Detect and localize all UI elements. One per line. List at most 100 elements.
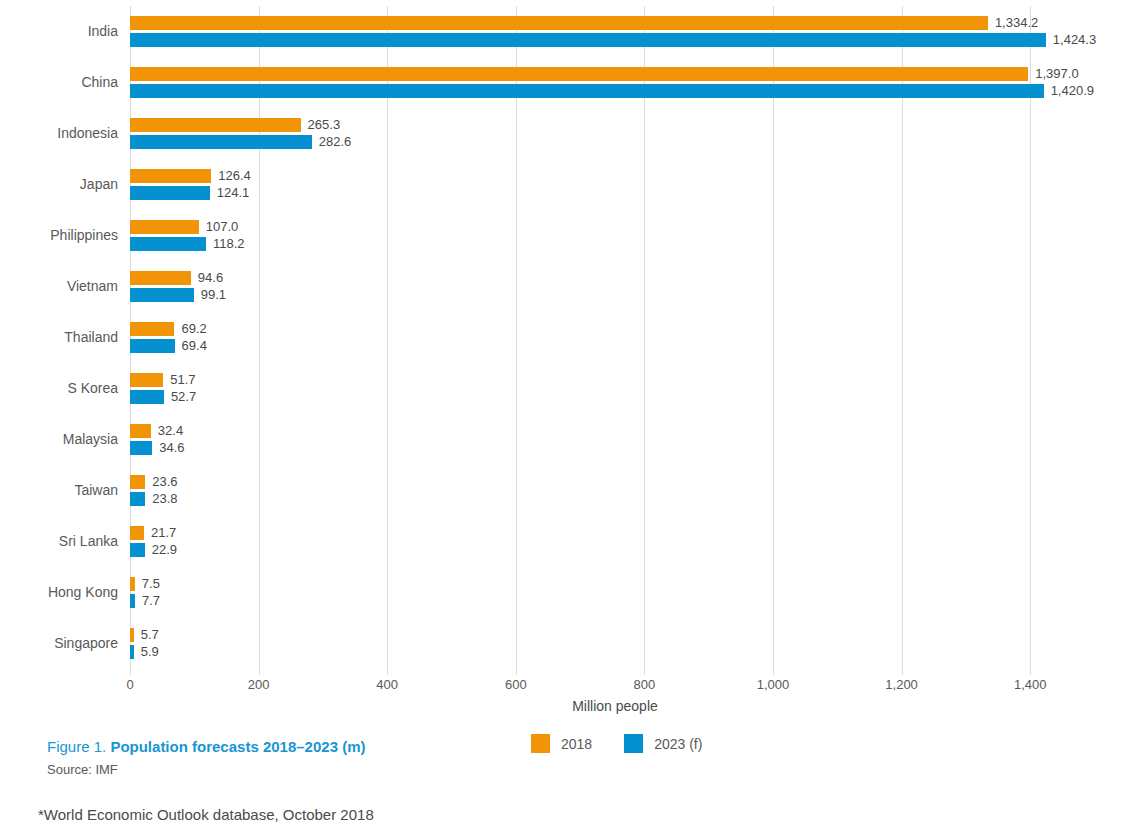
bar-value-label: 1,334.2 — [995, 16, 1038, 30]
bar-2023f — [130, 390, 164, 404]
bar-2023f — [130, 288, 194, 302]
bar-value-label: 124.1 — [217, 186, 250, 200]
bar-2023f — [130, 84, 1044, 98]
chart-row: S Korea51.752.7 — [130, 363, 1139, 414]
bar-2023f — [130, 543, 145, 557]
category-label: Philippines — [0, 227, 118, 243]
bar-value-label: 1,424.3 — [1053, 33, 1096, 47]
source-text: Source: IMF — [47, 762, 118, 777]
bar-2023f — [130, 186, 210, 200]
bar-2018 — [130, 526, 144, 540]
chart-row: China1,397.01,420.9 — [130, 57, 1139, 108]
chart-row: Vietnam94.699.1 — [130, 261, 1139, 312]
bar-value-label: 22.9 — [152, 543, 177, 557]
bar-value-label: 69.2 — [181, 322, 206, 336]
tick-label: 0 — [126, 677, 133, 692]
bar-2018 — [130, 118, 301, 132]
bar-value-label: 5.9 — [141, 645, 159, 659]
bar-2023f — [130, 645, 134, 659]
figure-caption: Figure 1. Population forecasts 2018–2023… — [47, 738, 365, 755]
legend-label-2018: 2018 — [561, 736, 592, 752]
bar-2018 — [130, 628, 134, 642]
bar-2023f — [130, 135, 312, 149]
bar-value-label: 99.1 — [201, 288, 226, 302]
bar-value-label: 118.2 — [213, 237, 245, 251]
chart-row: Malaysia32.434.6 — [130, 414, 1139, 465]
bar-2018 — [130, 577, 135, 591]
bar-value-label: 1,420.9 — [1051, 84, 1094, 98]
chart-row: Sri Lanka21.722.9 — [130, 516, 1139, 567]
legend-item-2023: 2023 (f) — [624, 734, 702, 753]
bar-2018 — [130, 322, 174, 336]
bar-2018 — [130, 220, 199, 234]
bar-2023f — [130, 237, 206, 251]
bar-value-label: 7.5 — [142, 577, 160, 591]
legend-swatch-2018 — [531, 734, 550, 753]
category-label: S Korea — [0, 380, 118, 396]
bar-value-label: 69.4 — [182, 339, 207, 353]
tick-label: 800 — [634, 677, 656, 692]
bar-value-label: 21.7 — [151, 526, 176, 540]
category-label: China — [0, 74, 118, 90]
bar-value-label: 7.7 — [142, 594, 160, 608]
bar-value-label: 107.0 — [206, 220, 239, 234]
chart-row: Singapore5.75.9 — [130, 618, 1139, 669]
legend-swatch-2023 — [624, 734, 643, 753]
category-label: Sri Lanka — [0, 533, 118, 549]
bar-2023f — [130, 594, 135, 608]
bar-2018 — [130, 424, 151, 438]
bar-2023f — [130, 441, 152, 455]
category-label: Hong Kong — [0, 584, 118, 600]
legend-item-2018: 2018 — [531, 734, 592, 753]
bar-value-label: 23.6 — [152, 475, 177, 489]
tick-label: 1,000 — [757, 677, 790, 692]
bar-value-label: 265.3 — [308, 118, 341, 132]
tick-label: 200 — [248, 677, 270, 692]
category-label: Taiwan — [0, 482, 118, 498]
bar-value-label: 1,397.0 — [1035, 67, 1078, 81]
footnote-text: *World Economic Outlook database, Octobe… — [38, 806, 374, 823]
x-axis-label: Million people — [130, 698, 1100, 714]
bar-value-label: 32.4 — [158, 424, 183, 438]
chart-legend: 2018 2023 (f) — [531, 734, 702, 753]
category-label: Japan — [0, 176, 118, 192]
chart-row: Thailand69.269.4 — [130, 312, 1139, 363]
bar-2018 — [130, 169, 211, 183]
chart-row: Hong Kong7.57.7 — [130, 567, 1139, 618]
category-label: Thailand — [0, 329, 118, 345]
category-label: Malaysia — [0, 431, 118, 447]
bar-value-label: 23.8 — [152, 492, 177, 506]
figure-title: Population forecasts 2018–2023 (m) — [110, 738, 365, 755]
population-forecast-figure: India 1,334.2 1,424.3 China 1,397.0 1,420.9 In… — [0, 0, 1139, 836]
chart-row: Taiwan23.623.8 — [130, 465, 1139, 516]
chart-row: India1,334.21,424.3 — [130, 6, 1139, 57]
bar-value-label: 126.4 — [218, 169, 251, 183]
bar-value-label: 52.7 — [171, 390, 196, 404]
category-label: India — [0, 23, 118, 39]
bar-2018 — [130, 475, 145, 489]
tick-label: 1,400 — [1014, 677, 1047, 692]
bar-2018 — [130, 67, 1028, 81]
category-label: Singapore — [0, 635, 118, 651]
tick-label: 1,200 — [885, 677, 918, 692]
chart-row: Indonesia265.3282.6 — [130, 108, 1139, 159]
tick-label: 400 — [376, 677, 398, 692]
bar-value-label: 34.6 — [159, 441, 184, 455]
category-label: Vietnam — [0, 278, 118, 294]
bar-value-label: 5.7 — [141, 628, 159, 642]
legend-label-2023: 2023 (f) — [654, 736, 702, 752]
bar-2018 — [130, 271, 191, 285]
bar-2018 — [130, 16, 988, 30]
bar-value-label: 51.7 — [170, 373, 195, 387]
bar-2018 — [130, 373, 163, 387]
figure-number: Figure 1. — [47, 738, 110, 755]
category-label: Indonesia — [0, 125, 118, 141]
bar-value-label: 282.6 — [319, 135, 352, 149]
bar-2023f — [130, 339, 175, 353]
bar-2023f — [130, 33, 1046, 47]
chart-row: Japan126.4124.1 — [130, 159, 1139, 210]
chart-row: Philippines107.0118.2 — [130, 210, 1139, 261]
bar-value-label: 94.6 — [198, 271, 223, 285]
bar-chart-plot: India1,334.21,424.3China1,397.01,420.9In… — [130, 6, 1139, 669]
bar-2023f — [130, 492, 145, 506]
